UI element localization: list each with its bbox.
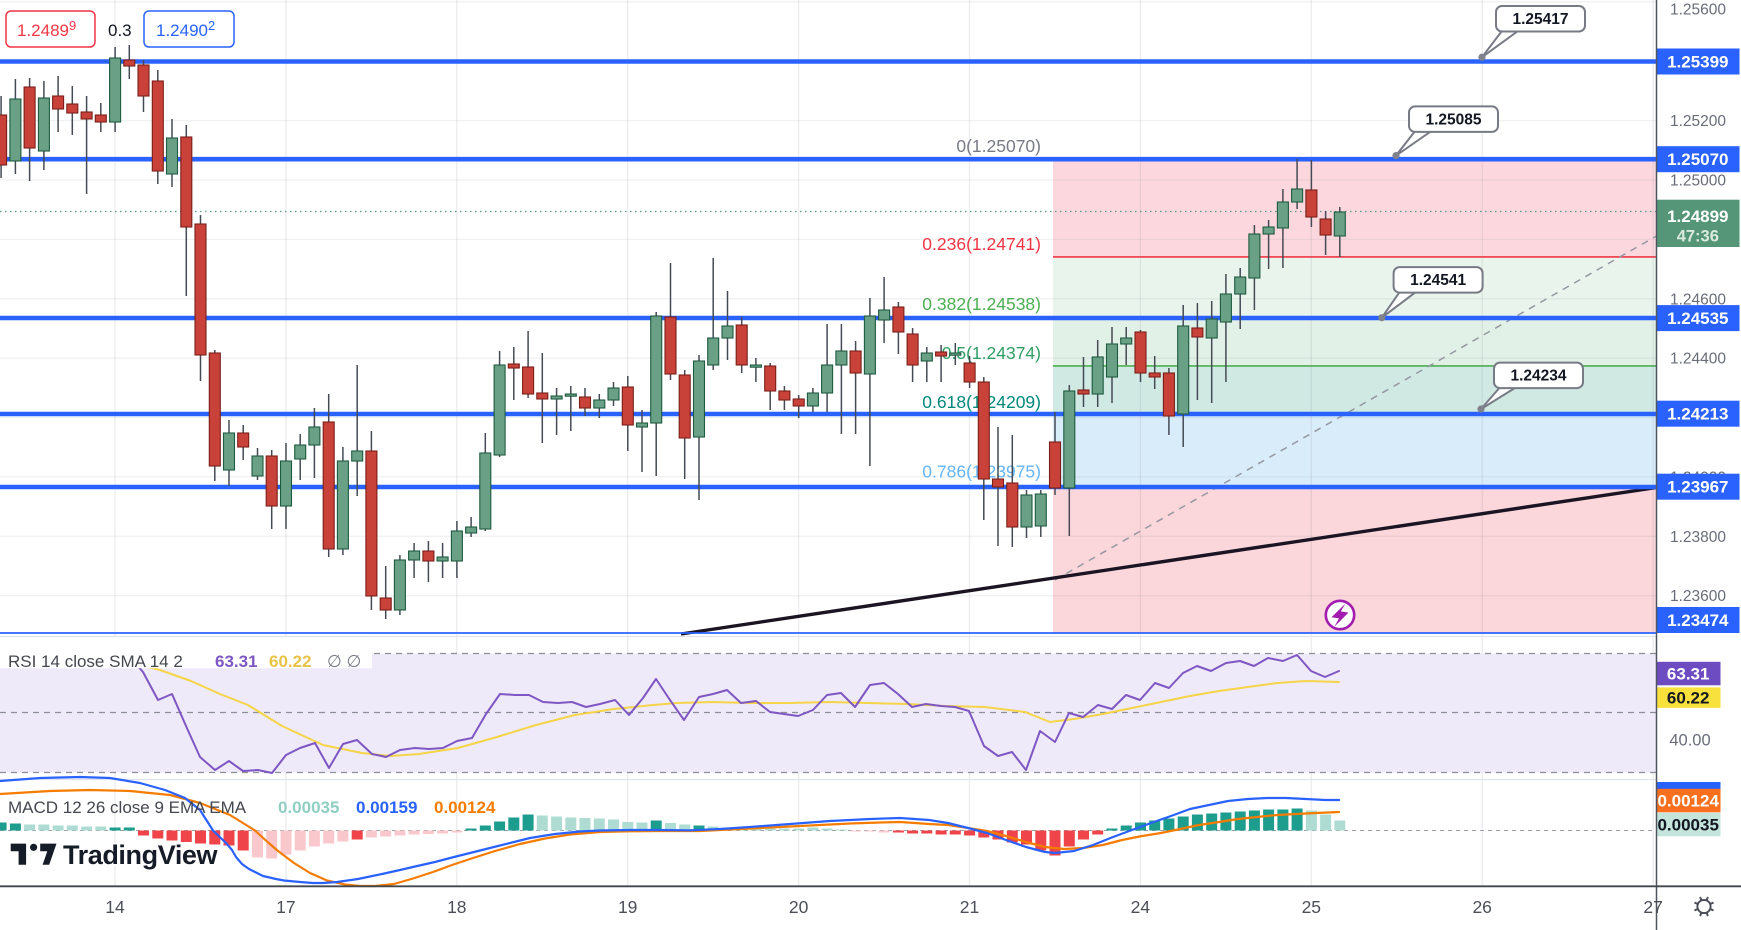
svg-text:0.236(1.24741): 0.236(1.24741) <box>922 234 1041 254</box>
svg-text:RSI 14 close SMA 14 2: RSI 14 close SMA 14 2 <box>8 652 183 671</box>
svg-text:1.25399: 1.25399 <box>1667 53 1728 72</box>
svg-text:19: 19 <box>618 897 637 917</box>
svg-text:24: 24 <box>1131 897 1151 917</box>
svg-text:21: 21 <box>960 897 979 917</box>
svg-text:40.00: 40.00 <box>1669 732 1710 750</box>
svg-text:1.24600: 1.24600 <box>1670 291 1726 308</box>
svg-text:∅ ∅: ∅ ∅ <box>327 652 361 671</box>
svg-text:1.25000: 1.25000 <box>1670 173 1726 190</box>
svg-text:47:36: 47:36 <box>1677 228 1719 246</box>
svg-text:1.25417: 1.25417 <box>1512 11 1568 28</box>
svg-text:1.24400: 1.24400 <box>1670 351 1726 368</box>
svg-text:0.00035: 0.00035 <box>278 798 339 817</box>
svg-text:1.25085: 1.25085 <box>1425 111 1481 128</box>
svg-text:27: 27 <box>1643 897 1662 917</box>
svg-text:63.31: 63.31 <box>1667 665 1710 684</box>
svg-text:1.24899: 1.24899 <box>17 18 76 40</box>
svg-text:1.25600: 1.25600 <box>1670 2 1726 19</box>
svg-text:1.24541: 1.24541 <box>1410 272 1466 289</box>
svg-text:0.00124: 0.00124 <box>1657 792 1719 811</box>
svg-text:20: 20 <box>789 897 809 917</box>
svg-text:1.24902: 1.24902 <box>156 18 215 40</box>
svg-text:1.25200: 1.25200 <box>1670 113 1726 130</box>
svg-text:1.24234: 1.24234 <box>1510 368 1566 385</box>
svg-text:60.22: 60.22 <box>269 652 312 671</box>
svg-text:0.382(1.24538): 0.382(1.24538) <box>922 294 1041 314</box>
svg-text:63.31: 63.31 <box>215 652 258 671</box>
svg-text:MACD 12 26 close 9 EMA EMA: MACD 12 26 close 9 EMA EMA <box>8 798 247 817</box>
svg-text:14: 14 <box>105 897 125 917</box>
svg-text:0.00159: 0.00159 <box>356 798 417 817</box>
svg-text:1.23600: 1.23600 <box>1670 588 1726 605</box>
svg-text:1.25070: 1.25070 <box>1667 150 1728 169</box>
svg-text:0.3: 0.3 <box>108 21 132 40</box>
svg-text:1.24535: 1.24535 <box>1667 309 1728 328</box>
svg-text:0.00035: 0.00035 <box>1657 816 1718 835</box>
svg-text:17: 17 <box>276 897 295 917</box>
svg-text:26: 26 <box>1472 897 1491 917</box>
svg-text:1.23474: 1.23474 <box>1667 611 1729 630</box>
svg-text:0(1.25070): 0(1.25070) <box>956 136 1041 156</box>
svg-text:0.00124: 0.00124 <box>434 798 496 817</box>
svg-text:0.5(1.24374): 0.5(1.24374) <box>942 343 1041 363</box>
svg-text:25: 25 <box>1302 897 1321 917</box>
svg-text:18: 18 <box>447 897 466 917</box>
svg-text:1.23967: 1.23967 <box>1667 478 1728 497</box>
svg-text:TradingView: TradingView <box>63 840 219 870</box>
svg-text:60.22: 60.22 <box>1667 689 1710 708</box>
svg-text:1.23800: 1.23800 <box>1670 529 1726 546</box>
svg-text:1.24899: 1.24899 <box>1667 207 1728 226</box>
svg-text:1.24213: 1.24213 <box>1667 405 1728 424</box>
